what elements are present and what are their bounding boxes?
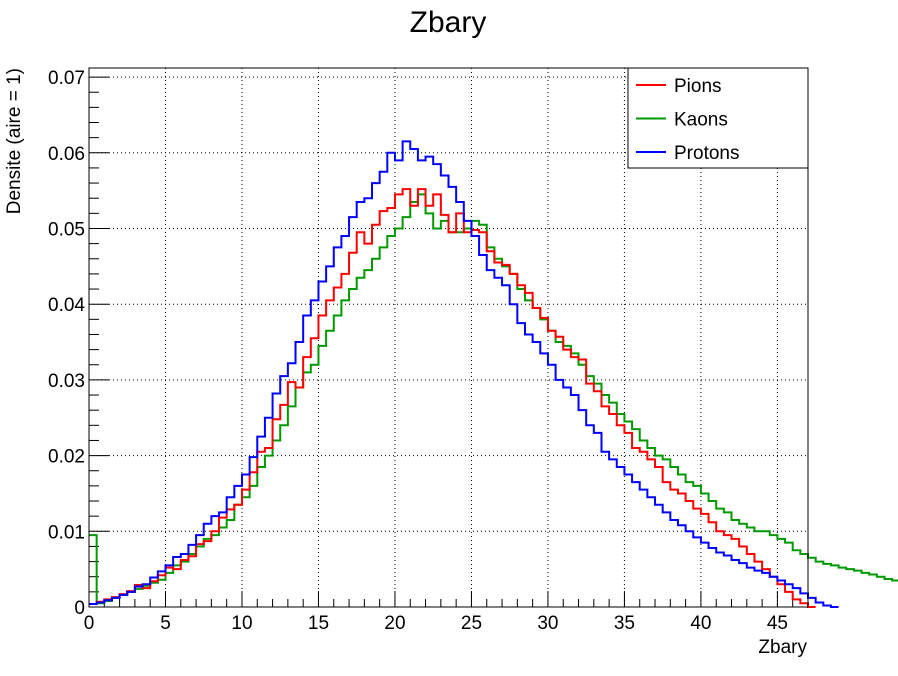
x-tick-label: 35: [614, 613, 635, 634]
x-axis-label: Zbary: [758, 637, 807, 658]
y-tick-label: 0.03: [48, 371, 85, 392]
y-tick-label: 0: [74, 598, 85, 619]
x-tick-label: 45: [767, 613, 788, 634]
series-pions-line: [89, 188, 816, 608]
x-tick-label: 10: [231, 613, 252, 634]
series-protons-line: [89, 140, 839, 608]
legend-label-kaons: Kaons: [674, 110, 728, 131]
tick-layer: 0 5 10 15 20 25 30 35 40 45 0 0.01 0.02 0.03 0.04 0.05 0…: [48, 68, 794, 634]
y-axis-label: Densite (aire = 1): [4, 68, 25, 214]
series-layer: [89, 140, 898, 608]
plot-frame: [88, 67, 809, 608]
legend: Pions Kaons Protons: [627, 67, 809, 169]
y-tick-label: 0.07: [48, 68, 85, 89]
legend-label-protons: Protons: [674, 143, 739, 164]
y-tick-label: 0.06: [48, 144, 85, 165]
y-tick-label: 0.04: [48, 295, 85, 316]
legend-label-pions: Pions: [674, 76, 722, 97]
y-tick-label: 0.02: [48, 447, 85, 468]
x-tick-label: 20: [384, 613, 405, 634]
y-tick-label: 0.01: [48, 522, 85, 543]
x-tick-label: 40: [690, 613, 711, 634]
chart-title: Zbary: [410, 6, 487, 39]
x-tick-label: 5: [160, 613, 171, 634]
y-tick-label: 0.05: [48, 219, 85, 240]
x-tick-label: 25: [461, 613, 482, 634]
x-tick-label: 0: [84, 613, 95, 634]
x-tick-label: 30: [537, 613, 558, 634]
x-tick-label: 15: [308, 613, 329, 634]
